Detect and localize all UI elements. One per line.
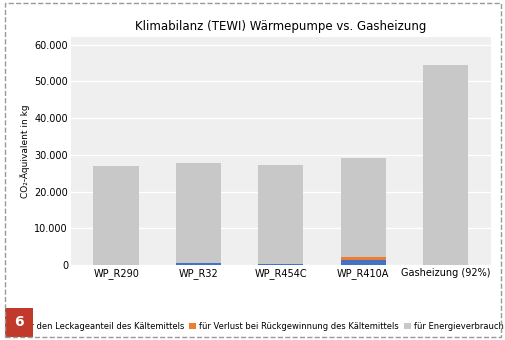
Bar xyxy=(93,166,138,265)
Bar xyxy=(340,260,385,265)
Bar xyxy=(176,263,221,265)
Bar xyxy=(422,65,467,265)
Bar xyxy=(258,264,303,265)
Y-axis label: CO₂-Äquivalent in kg: CO₂-Äquivalent in kg xyxy=(20,104,30,198)
Bar xyxy=(340,257,385,260)
Legend: für den Leckageanteil des Kältemittels, für Verlust bei Rückgewinnung des Kältem: für den Leckageanteil des Kältemittels, … xyxy=(12,322,505,331)
Bar xyxy=(340,158,385,257)
Bar xyxy=(258,165,303,264)
Text: 6: 6 xyxy=(14,315,24,329)
Bar xyxy=(176,163,221,263)
Title: Klimabilanz (TEWI) Wärmepumpe vs. Gasheizung: Klimabilanz (TEWI) Wärmepumpe vs. Gashei… xyxy=(135,20,426,33)
